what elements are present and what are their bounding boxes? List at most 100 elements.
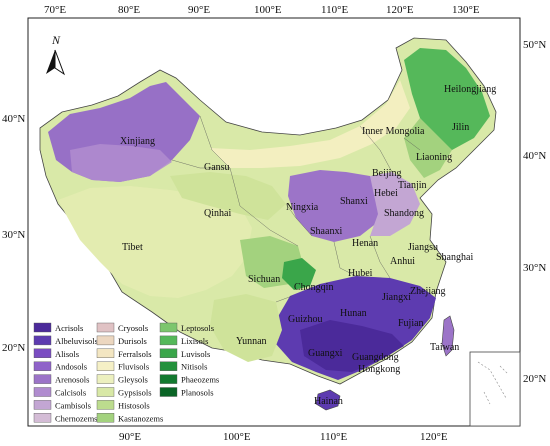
region-inner-mongolia [210, 80, 410, 168]
province-label: Gansu [204, 162, 230, 173]
legend-swatch [33, 322, 52, 333]
bottom-tick: 120°E [420, 431, 448, 443]
legend-label: Cryosols [118, 323, 148, 333]
right-tick: 50°N [523, 39, 546, 51]
province-label: Beijing [372, 168, 401, 179]
right-tick: 40°N [523, 150, 546, 162]
legend-label: Gleysols [118, 375, 148, 385]
bottom-tick: 100°E [223, 431, 251, 443]
legend-swatch [33, 387, 52, 397]
province-label: Chongqin [294, 282, 333, 293]
region-chongqing-green [282, 258, 316, 290]
left-tick: 20°N [2, 342, 25, 354]
legend-swatch [96, 348, 115, 358]
region-tarim-lilac [70, 144, 172, 182]
province-label: Shanxi [340, 196, 368, 207]
province-label: Tibet [122, 242, 143, 253]
legend-label: Luvisols [181, 349, 210, 359]
top-tick: 90°E [188, 4, 210, 16]
province-label: Hongkong [358, 364, 400, 375]
legend: Acrisols Albeluvisols Alisols Andosols Areno… [33, 322, 219, 423]
legend-swatch [159, 348, 178, 358]
bottom-ticks: 90°E 100°E 110°E 120°E [119, 431, 448, 443]
province-labels: Xinjiang Gansu Qinhai Tibet Inner Mongol… [120, 84, 496, 407]
province-label: Anhui [390, 256, 415, 267]
legend-label: Albeluvisols [55, 336, 98, 346]
legend-label: Chernozems [55, 413, 98, 423]
province-label: Hebei [374, 188, 398, 199]
top-ticks: 70°E 80°E 90°E 100°E 110°E 120°E 130°E [44, 4, 480, 16]
province-label: Shanghai [436, 252, 473, 263]
province-label: Taiwan [430, 342, 459, 353]
legend-swatch [33, 400, 52, 410]
province-label: Sichuan [248, 274, 280, 285]
legend-label: Cambisols [55, 400, 91, 410]
legend-label: Planosols [181, 388, 214, 398]
province-label: Shandong [384, 208, 424, 219]
region-yunnan [210, 294, 282, 362]
legend-swatch [96, 413, 115, 423]
right-tick: 30°N [523, 262, 546, 274]
legend-swatch [96, 335, 115, 346]
region-qinghai [170, 172, 286, 220]
legend-label: Acrisols [55, 323, 83, 333]
legend-label: Durisols [118, 336, 147, 346]
province-label: Fujian [398, 318, 424, 329]
right-ticks: 50°N 40°N 30°N 20°N [523, 39, 546, 385]
legend-label: Alisols [55, 349, 79, 359]
right-tick: 20°N [523, 373, 546, 385]
legend-label: Gypsisols [118, 388, 152, 398]
province-label: Xinjiang [120, 136, 155, 147]
legend-swatch [159, 322, 178, 333]
province-label: Liaoning [416, 152, 452, 163]
legend-swatch [96, 387, 115, 397]
legend-swatch [33, 335, 52, 346]
north-arrow: N [46, 33, 66, 76]
region-north-plain [370, 172, 420, 236]
left-tick: 30°N [2, 229, 25, 241]
legend-swatch [159, 387, 178, 397]
taiwan-island [441, 315, 455, 357]
legend-swatch [159, 374, 178, 384]
bottom-tick: 90°E [119, 431, 141, 443]
hainan-island [315, 389, 341, 411]
province-label: Qinhai [204, 208, 231, 219]
top-tick: 110°E [321, 4, 348, 16]
province-label: Guangxi [308, 348, 343, 359]
legend-label: Calcisols [55, 388, 86, 398]
legend-label: Lixisols [181, 336, 208, 346]
legend-label: Histosols [118, 400, 150, 410]
province-label: Jiangxi [382, 292, 411, 303]
province-label: Ningxia [286, 202, 319, 213]
legend-label: Ferralsols [118, 349, 152, 359]
top-tick: 120°E [386, 4, 414, 16]
legend-swatch [96, 361, 115, 371]
province-label: Jilin [452, 122, 469, 133]
legend-swatch [33, 413, 52, 423]
province-label: Shaanxi [310, 226, 342, 237]
legend-label: Fluvisols [118, 362, 149, 372]
legend-swatch [33, 374, 52, 384]
legend-swatch [96, 374, 115, 384]
left-tick: 40°N [2, 113, 25, 125]
legend-label: Arenosols [55, 375, 89, 385]
region-northeast-light [404, 118, 452, 178]
region-north-purple [288, 170, 384, 242]
legend-label: Nitisols [181, 362, 207, 372]
south-china-sea-inset [469, 351, 521, 427]
legend-swatch [96, 400, 115, 410]
legend-label: Kastanozems [118, 413, 163, 423]
province-label: Hubei [348, 268, 373, 279]
china-landmass [39, 37, 497, 411]
province-label: Guangdong [352, 352, 399, 363]
legend-label: Andosols [55, 362, 87, 372]
legend-label: Leptosols [181, 323, 214, 333]
legend-swatch [33, 361, 52, 371]
province-label: Heilongjiang [444, 84, 496, 95]
top-tick: 100°E [254, 4, 282, 16]
province-label: Hainan [314, 396, 343, 407]
legend-swatch [33, 348, 52, 358]
top-tick: 130°E [452, 4, 480, 16]
province-boundaries [171, 115, 421, 303]
